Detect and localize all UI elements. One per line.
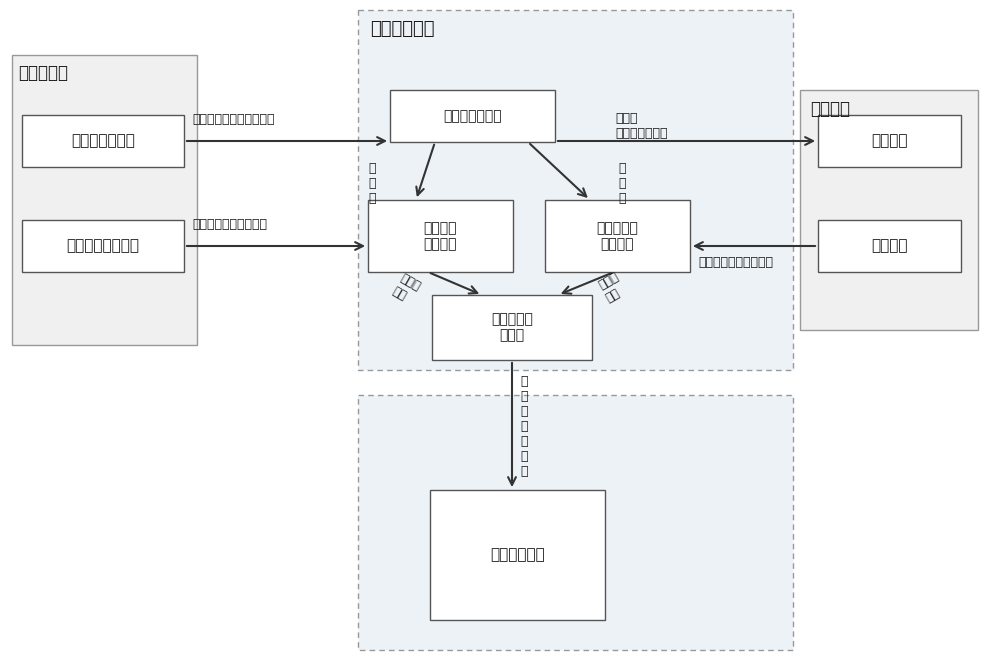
Text: 四个广角摄像头: 四个广角摄像头	[71, 134, 135, 148]
Text: 信号处理单元: 信号处理单元	[370, 20, 434, 38]
Bar	[800, 90, 978, 330]
Text: 环
视
图: 环 视 图	[368, 162, 376, 205]
Bar	[818, 115, 961, 167]
Bar	[390, 90, 555, 142]
Text: 路径规划模块: 路径规划模块	[490, 547, 545, 563]
Text: 泊车位
信息: 泊车位 信息	[390, 272, 422, 307]
Bar	[368, 200, 513, 272]
Bar	[430, 490, 605, 620]
Bar	[358, 395, 793, 650]
Bar	[432, 295, 592, 360]
Text: 人机接口: 人机接口	[810, 100, 850, 118]
Bar	[22, 220, 184, 272]
Bar	[545, 200, 690, 272]
Text: 超声波传感器的距离值: 超声波传感器的距离值	[192, 218, 267, 231]
Bar	[12, 55, 197, 345]
Bar	[358, 10, 793, 370]
Text: 障碍车检
测子模块: 障碍车检 测子模块	[424, 221, 457, 251]
Text: 泊车位输出
子模块: 泊车位输出 子模块	[491, 313, 533, 342]
Text: 传感器单元: 传感器单元	[18, 64, 68, 82]
Text: 环视图生成模块: 环视图生成模块	[443, 109, 502, 123]
Text: 超声波测距传感器: 超声波测距传感器	[66, 239, 140, 253]
Text: 泊车位
信息: 泊车位 信息	[596, 270, 628, 305]
Text: 驾驶员输入的各种指令: 驾驶员输入的各种指令	[698, 256, 773, 269]
Text: 输入模块: 输入模块	[871, 239, 908, 253]
Text: 泊车位线检
测子模块: 泊车位线检 测子模块	[597, 221, 638, 251]
Bar	[818, 220, 961, 272]
Text: 检
测
到
的
泊
车
位: 检 测 到 的 泊 车 位	[520, 375, 528, 478]
Text: 摄像头采集到的四幅图像: 摄像头采集到的四幅图像	[192, 113, 274, 126]
Text: 环
视
图: 环 视 图	[618, 162, 626, 205]
Bar	[22, 115, 184, 167]
Text: 环视图
检测到的泊车位: 环视图 检测到的泊车位	[615, 112, 668, 140]
Text: 输出模块: 输出模块	[871, 134, 908, 148]
